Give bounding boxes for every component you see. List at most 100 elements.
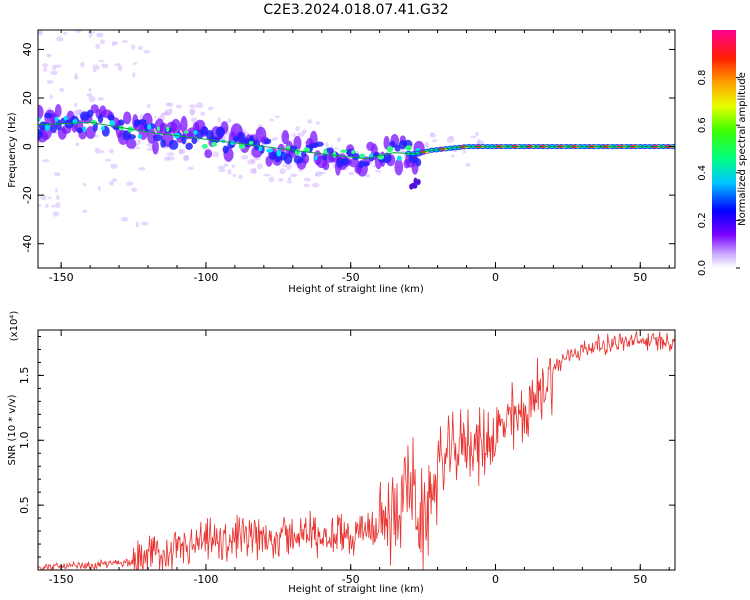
haze-dot bbox=[475, 131, 479, 137]
haze-dot bbox=[429, 132, 435, 136]
haze-dot bbox=[88, 96, 96, 103]
x-tick-label: 50 bbox=[633, 271, 647, 284]
haze-dot bbox=[121, 39, 128, 44]
haze-dot bbox=[303, 177, 312, 182]
haze-dot bbox=[175, 104, 183, 109]
core-blob bbox=[185, 142, 193, 150]
core-blob bbox=[237, 132, 245, 143]
haze-dot bbox=[187, 166, 194, 170]
haze-dot bbox=[51, 64, 57, 70]
haze-dot bbox=[52, 211, 60, 217]
halo-blob bbox=[38, 104, 44, 120]
highlight-blob bbox=[82, 126, 87, 132]
haze-dot bbox=[279, 168, 286, 175]
haze-dot bbox=[182, 154, 190, 161]
highlight-blob bbox=[38, 117, 41, 122]
colorbar-tick-label: 0.2 bbox=[697, 212, 708, 228]
core-blob bbox=[137, 119, 147, 125]
haze-dot bbox=[42, 159, 50, 163]
core-blob bbox=[358, 160, 364, 169]
haze-dot bbox=[114, 63, 122, 67]
haze-dot bbox=[190, 109, 195, 117]
lobe-blob bbox=[413, 177, 418, 184]
haze-dot bbox=[286, 180, 293, 184]
haze-dot bbox=[97, 185, 101, 192]
highlight-blob bbox=[109, 120, 115, 127]
y-tick-label: 1.0 bbox=[18, 432, 31, 450]
colorbar-tick-label: 0.4 bbox=[697, 165, 708, 181]
halo-blob bbox=[383, 135, 390, 150]
spectral-blobs bbox=[38, 30, 675, 228]
x-tick-label: -150 bbox=[49, 271, 74, 284]
haze-dot bbox=[132, 72, 136, 78]
haze-dot bbox=[88, 33, 93, 39]
highlight-blob bbox=[238, 143, 246, 150]
core-blob bbox=[76, 127, 83, 134]
haze-dot bbox=[63, 31, 68, 35]
highlight-blob bbox=[193, 130, 198, 135]
core-blob bbox=[408, 153, 419, 164]
highlight-blob bbox=[101, 126, 105, 131]
haze-dot bbox=[153, 115, 157, 119]
colorbar-tick-label: 0.6 bbox=[697, 117, 708, 133]
haze-dot bbox=[263, 173, 271, 177]
haze-dot bbox=[117, 65, 123, 72]
haze-dot bbox=[126, 181, 134, 186]
haze-dot bbox=[375, 169, 382, 173]
haze-dot bbox=[74, 102, 78, 108]
snr-x-ticks: -150 -100 -50 0 50 bbox=[49, 330, 670, 586]
haze-dot bbox=[95, 43, 101, 50]
highlight-blob bbox=[359, 153, 366, 159]
highlight-blob bbox=[44, 124, 50, 131]
haze-dot bbox=[73, 76, 79, 80]
lobe-blob bbox=[409, 183, 414, 190]
haze-dot bbox=[191, 117, 198, 124]
haze-dot bbox=[163, 111, 170, 116]
y-tick-label: -40 bbox=[21, 235, 34, 253]
haze-dot bbox=[268, 176, 275, 183]
colorbar-ticks: 0.0 0.2 0.4 0.6 0.8 bbox=[697, 70, 740, 276]
haze-dot bbox=[470, 135, 477, 139]
highlight-blob bbox=[386, 146, 394, 153]
core-blob bbox=[293, 155, 304, 164]
haze-dot bbox=[316, 121, 320, 126]
haze-dot bbox=[59, 87, 65, 92]
haze-dot bbox=[46, 53, 52, 58]
haze-dot bbox=[314, 172, 318, 177]
highlight-blob bbox=[323, 148, 327, 155]
haze-dot bbox=[50, 70, 58, 75]
core-blob bbox=[127, 134, 136, 140]
core-blob bbox=[283, 153, 293, 165]
haze-dot bbox=[217, 117, 221, 123]
haze-dot bbox=[111, 178, 118, 182]
haze-dot bbox=[249, 168, 256, 174]
haze-dot bbox=[98, 59, 105, 63]
haze-dot bbox=[88, 88, 92, 92]
haze-dot bbox=[111, 41, 116, 47]
snr-series-line bbox=[38, 331, 675, 570]
highlight-blob bbox=[201, 143, 208, 149]
spectrogram-panel: -150 -100 -50 0 50 40 20 0 -20 -40 Height of str… bbox=[7, 29, 676, 295]
highlight-blob bbox=[63, 115, 68, 121]
haze-dot bbox=[137, 46, 144, 51]
haze-dot bbox=[334, 147, 339, 150]
snr-panel: -150 -100 -50 0 50 0.5 1.0 1.5 Height of strai… bbox=[7, 311, 676, 595]
halo-blob bbox=[348, 158, 360, 168]
haze-dot bbox=[131, 44, 136, 50]
haze-dot bbox=[74, 72, 78, 78]
haze-dot bbox=[93, 69, 97, 73]
haze-dot bbox=[241, 154, 249, 160]
core-blob bbox=[215, 126, 225, 138]
colorbar-gradient bbox=[712, 30, 736, 268]
haze-dot bbox=[424, 141, 429, 148]
haze-dot bbox=[301, 131, 306, 134]
core-blob bbox=[107, 114, 115, 121]
haze-dot bbox=[227, 118, 232, 123]
core-blob bbox=[152, 134, 163, 142]
core-blob bbox=[201, 126, 208, 136]
haze-dot bbox=[53, 172, 61, 177]
highlight-blob bbox=[248, 140, 254, 145]
haze-dot bbox=[56, 36, 64, 42]
haze-dot bbox=[86, 93, 93, 98]
